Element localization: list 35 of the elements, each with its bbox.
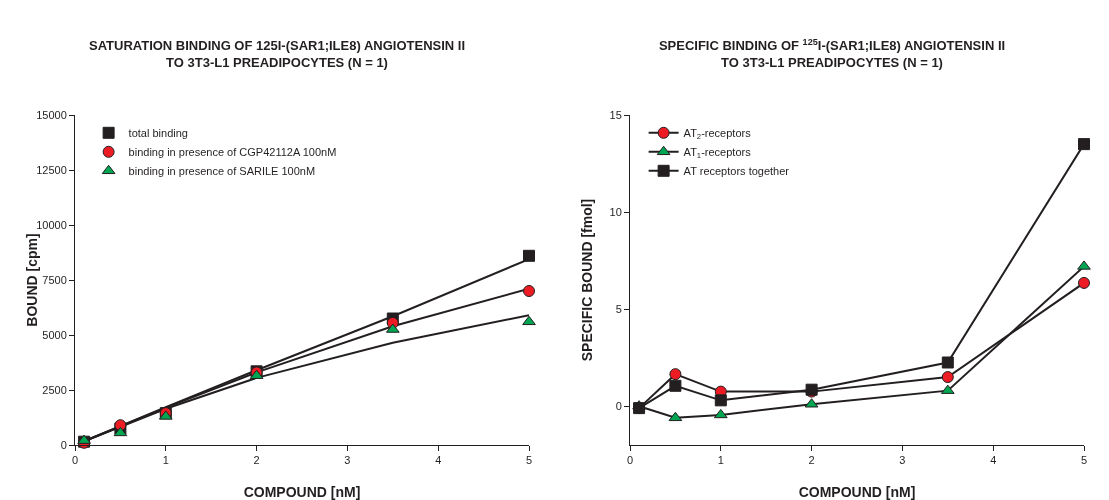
x-tick-label: 3	[344, 454, 351, 467]
x-tick-label: 2	[253, 454, 260, 467]
x-axis-title: COMPOUND [nM]	[243, 484, 361, 500]
x-tick-label: 1	[162, 454, 169, 467]
x-tick-label: 4	[990, 454, 997, 467]
x-tick-label: 5	[525, 454, 533, 467]
x-tick-label: 3	[899, 454, 906, 467]
legend-label: binding in presence of CGP42112A 100nM	[128, 146, 337, 159]
y-tick-label: 2500	[42, 383, 67, 396]
y-tick-label: 5000	[42, 328, 67, 341]
y-tick-label: 5	[615, 302, 622, 315]
x-tick-label: 0	[71, 454, 79, 467]
legend-label: AT receptors together	[683, 165, 790, 178]
x-tick-label: 2	[808, 454, 815, 467]
legend-label: total binding	[128, 127, 188, 140]
legend-label: AT$_{2}$-receptors	[683, 127, 752, 142]
y-tick-label: 15	[609, 108, 622, 121]
y-tick-label: 0	[615, 400, 622, 413]
y-tick-label: 15000	[36, 108, 67, 121]
x-tick-label: 0	[626, 454, 634, 467]
y-tick-label: 10000	[36, 218, 67, 231]
chart-title: SPECIFIC BINDING OF $^{125}$I-(SAR1;ILE8) ANGIOTENSIN II TO 3T3-L1 PREADIPOCYTES (N = 1)	[658, 36, 1006, 70]
legend-label: AT$_{1}$-receptors	[683, 146, 752, 161]
y-tick-label: 0	[60, 438, 67, 451]
y-tick-label: 12500	[36, 163, 67, 176]
x-tick-label: 4	[435, 454, 442, 467]
x-tick-label: 1	[717, 454, 724, 467]
chart-title: SATURATION BINDING OF 125I-(SAR1;ILE8) ANGIOTENSIN II TO 3T3-L1 PREADIPOCYTES (N = 1)	[88, 38, 466, 70]
y-tick-label: 10	[609, 205, 622, 218]
x-tick-label: 5	[1080, 454, 1088, 467]
y-tick-label: 7500	[42, 273, 67, 286]
legend-label: binding in presence of SARILE 100nM	[128, 165, 316, 178]
y-axis-title: BOUND [cpm]	[24, 233, 40, 327]
x-axis-title: COMPOUND [nM]	[798, 484, 916, 500]
y-axis-title: SPECIFIC BOUND [fmol]	[579, 198, 595, 362]
